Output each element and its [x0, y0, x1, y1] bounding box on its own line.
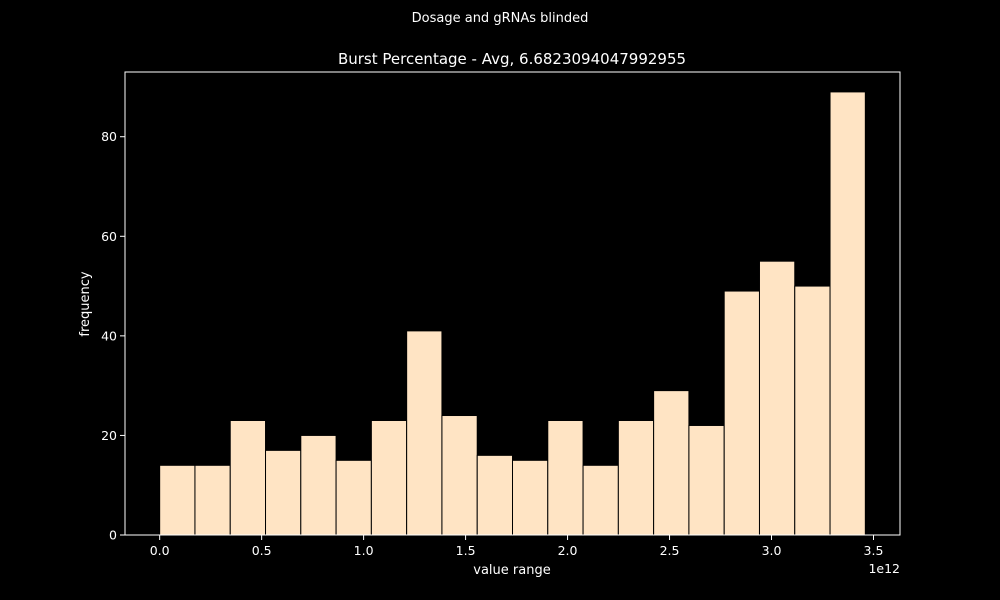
y-tick-label: 40: [101, 328, 117, 343]
x-tick-label: 2.0: [558, 543, 578, 558]
histogram-bar: [476, 454, 513, 536]
y-tick-label: 0: [109, 528, 117, 543]
histogram-bar: [794, 285, 831, 536]
histogram-bar: [723, 290, 760, 536]
y-tick-label: 20: [101, 428, 117, 443]
plot-frame: [124, 71, 901, 536]
y-tick-label: 80: [101, 129, 117, 144]
x-axis-offset-label: 1e12: [868, 561, 900, 576]
x-tick-label: 0.5: [252, 543, 272, 558]
histogram-bar: [370, 419, 408, 536]
x-tick-label: 3.0: [762, 543, 782, 558]
histogram-bar: [265, 449, 302, 536]
histogram-bar: [159, 464, 196, 536]
histogram-bar: [758, 260, 796, 536]
chart-title: Burst Percentage - Avg, 6.68230940479929…: [338, 50, 686, 68]
histogram-bar: [300, 434, 337, 536]
y-tick-label: 60: [101, 229, 117, 244]
x-tick-label: 2.5: [660, 543, 680, 558]
histogram-bar: [653, 390, 690, 536]
histogram-bar: [406, 330, 443, 536]
x-axis-ticks: 0.0 0.5 1.0 1.5 2.0 2.5 3.0 3.5: [150, 535, 884, 558]
y-axis-label: frequency: [78, 271, 93, 337]
histogram-bar: [229, 419, 267, 536]
histogram-bar: [194, 464, 231, 536]
histogram-bar: [547, 419, 584, 536]
histogram-bar: [688, 424, 725, 536]
bars-group: [159, 91, 866, 536]
x-tick-label: 0.0: [150, 543, 170, 558]
histogram-bar: [512, 459, 549, 536]
x-tick-label: 1.5: [456, 543, 476, 558]
histogram-bar: [617, 419, 655, 536]
x-tick-label: 3.5: [864, 543, 884, 558]
figure-suptitle: Dosage and gRNAs blinded: [412, 11, 589, 26]
histogram-bar: [582, 464, 619, 536]
histogram-bar: [829, 91, 866, 536]
histogram-bar: [441, 415, 478, 536]
y-axis-ticks: 0 20 40 60 80: [101, 129, 125, 543]
x-tick-label: 1.0: [354, 543, 374, 558]
histogram-bar: [335, 459, 372, 536]
x-axis-label: value range: [473, 563, 550, 578]
